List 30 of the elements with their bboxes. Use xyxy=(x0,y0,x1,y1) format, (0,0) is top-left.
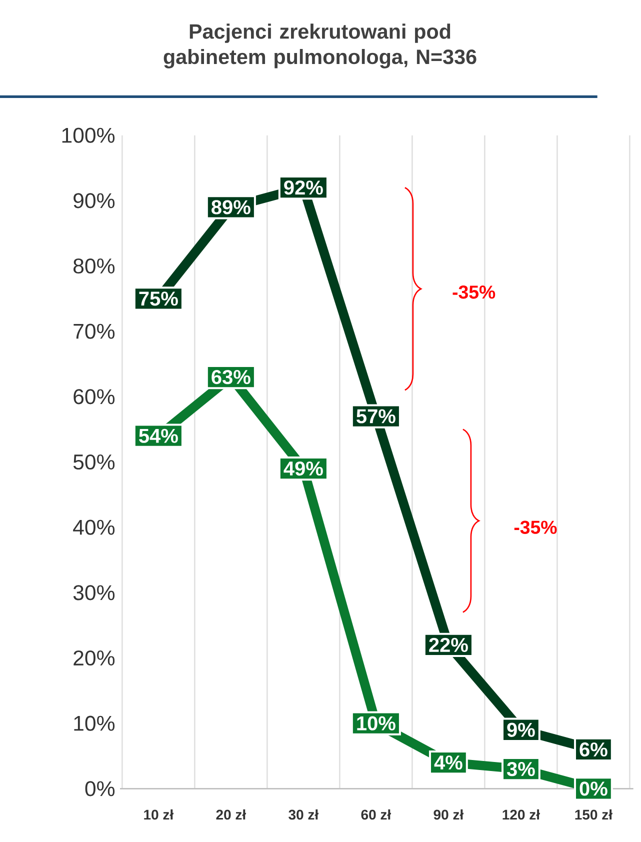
y-tick-label: 30% xyxy=(73,585,114,600)
y-tick-label: 80% xyxy=(73,258,114,274)
data-label: 92% xyxy=(284,180,323,195)
y-tick-label: 60% xyxy=(74,389,114,404)
y-tick-label: 20% xyxy=(74,650,114,666)
y-tick-label: 50% xyxy=(73,454,114,470)
x-tick-label: 60 zł xyxy=(361,809,391,820)
data-label: 63% xyxy=(211,370,250,384)
x-tick-label: 150 zł xyxy=(575,809,612,820)
x-tick-label: 90 zł xyxy=(434,809,464,820)
data-label: 54% xyxy=(138,428,178,443)
data-label: 49% xyxy=(284,461,323,476)
y-tick-label: 40% xyxy=(72,520,114,535)
data-label: 22% xyxy=(428,638,468,652)
y-tick-label: 100% xyxy=(62,128,114,143)
y-tick-label: 70% xyxy=(74,324,114,339)
data-label: 57% xyxy=(356,409,396,424)
y-tick-label: 0% xyxy=(85,781,114,796)
data-label: 89% xyxy=(211,200,250,214)
y-tick-label: 90% xyxy=(73,193,114,208)
x-tick-label: 10 zł xyxy=(144,809,174,820)
x-tick-label: 30 zł xyxy=(288,809,318,820)
y-tick-label: 10% xyxy=(74,716,114,731)
data-label: 10% xyxy=(357,716,396,730)
chart-title: Pacjenci zrekrutowani pod gabinetem pulmonologa, N=336 xyxy=(164,24,476,68)
data-label: 75% xyxy=(139,292,178,306)
x-tick-label: 20 zł xyxy=(216,809,246,820)
annotation: -35% xyxy=(514,520,557,534)
x-tick-label: 120 zł xyxy=(502,809,540,820)
annotation: -35% xyxy=(452,285,495,299)
